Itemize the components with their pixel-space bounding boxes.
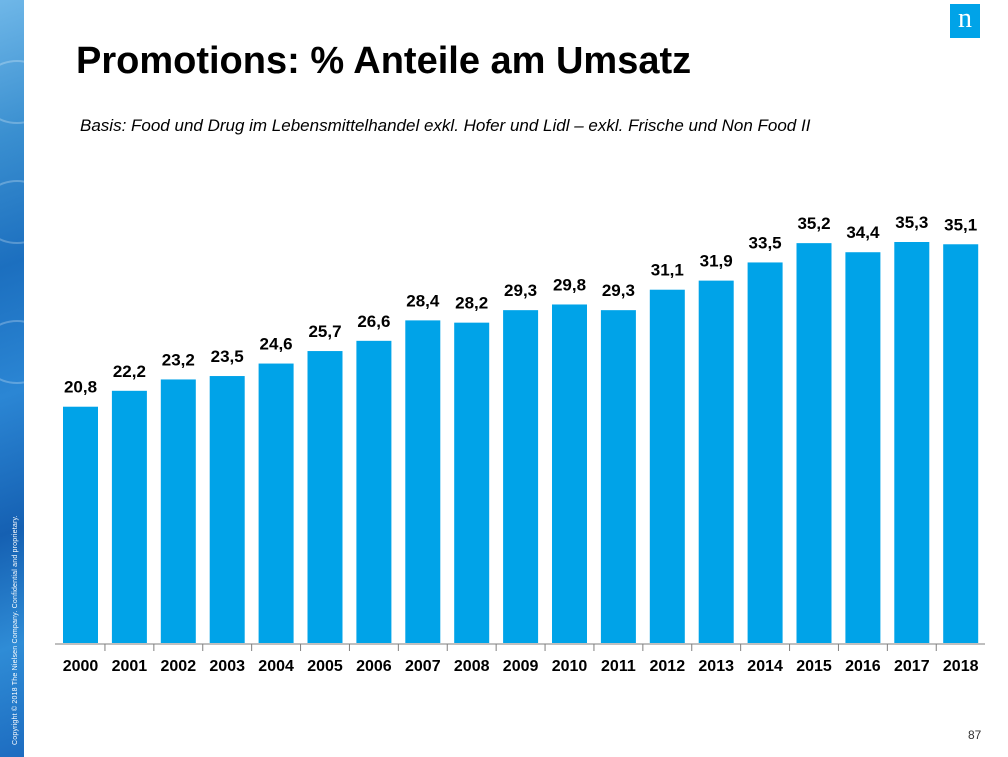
data-label-2008: 28,2 (455, 294, 488, 313)
data-label-2015: 35,2 (797, 214, 830, 233)
data-label-2002: 23,2 (162, 350, 195, 369)
nielsen-logo-icon: n (950, 4, 980, 38)
x-tick-label-2003: 2003 (209, 658, 245, 675)
data-label-2013: 31,9 (700, 252, 733, 271)
data-label-2004: 24,6 (260, 335, 293, 354)
bar-2017 (894, 242, 930, 643)
x-tick-label-2005: 2005 (307, 658, 343, 675)
bar-2000 (63, 406, 98, 643)
bar-2009 (503, 310, 539, 643)
x-tick-label-2010: 2010 (552, 658, 588, 675)
x-tick-label-2011: 2011 (601, 658, 636, 675)
bar-2010 (552, 304, 587, 643)
data-label-2000: 20,8 (64, 378, 97, 397)
data-label-2003: 23,5 (211, 347, 244, 366)
data-label-2005: 25,7 (308, 322, 341, 341)
bar-2012 (649, 289, 685, 643)
data-label-2007: 28,4 (406, 291, 440, 310)
page-number: 87 (968, 728, 982, 742)
x-tick-label-2017: 2017 (894, 658, 930, 675)
bar-2013 (698, 280, 734, 643)
slide-title: Promotions: % Anteile am Umsatz (76, 40, 692, 82)
data-label-2016: 34,4 (846, 223, 880, 242)
x-tick-label-2016: 2016 (845, 658, 881, 675)
data-label-2006: 26,6 (357, 312, 390, 331)
bar-chart: 20,8 2000 22,2 2001 23,2 2002 23,5 2003 24,6 2004… (55, 213, 985, 675)
x-tick-label-2007: 2007 (405, 658, 441, 675)
slide-subtitle: Basis: Food und Drug im Lebensmittelhand… (80, 116, 811, 135)
x-tick-label-2004: 2004 (258, 658, 294, 675)
bar-2005 (307, 351, 343, 643)
x-tick-label-2001: 2001 (112, 658, 148, 675)
x-tick-label-2014: 2014 (747, 658, 783, 675)
bar-2008 (454, 322, 490, 643)
data-label-2012: 31,1 (651, 261, 684, 280)
x-tick-label-2013: 2013 (698, 658, 734, 675)
bar-2014 (747, 262, 783, 643)
x-tick-label-2008: 2008 (454, 658, 490, 675)
x-tick-label-2000: 2000 (63, 658, 99, 675)
x-tick-label-2018: 2018 (943, 658, 979, 675)
bar-2018 (943, 244, 979, 643)
data-label-2009: 29,3 (504, 281, 537, 300)
bar-2004 (258, 363, 294, 643)
bar-2006 (356, 340, 392, 643)
x-tick-label-2015: 2015 (796, 658, 832, 675)
bar-2002 (160, 379, 196, 643)
x-tick-label-2006: 2006 (356, 658, 392, 675)
bar-2015 (796, 243, 832, 643)
data-label-2014: 33,5 (749, 233, 782, 252)
data-label-2010: 29,8 (553, 275, 586, 294)
data-label-2018: 35,1 (944, 215, 977, 234)
x-tick-label-2009: 2009 (503, 658, 539, 675)
x-tick-label-2002: 2002 (161, 658, 197, 675)
bar-2011 (600, 310, 636, 643)
bar-2016 (845, 252, 881, 643)
data-label-2011: 29,3 (602, 281, 635, 300)
data-label-2001: 22,2 (113, 362, 146, 381)
bar-2003 (209, 376, 245, 643)
bar-2001 (111, 390, 147, 643)
decorative-side-strip: Copyright © 2018 The Nielsen Company. Co… (0, 0, 54, 757)
bar-2007 (405, 320, 441, 643)
data-label-2017: 35,3 (895, 213, 928, 232)
x-tick-label-2012: 2012 (650, 658, 686, 675)
